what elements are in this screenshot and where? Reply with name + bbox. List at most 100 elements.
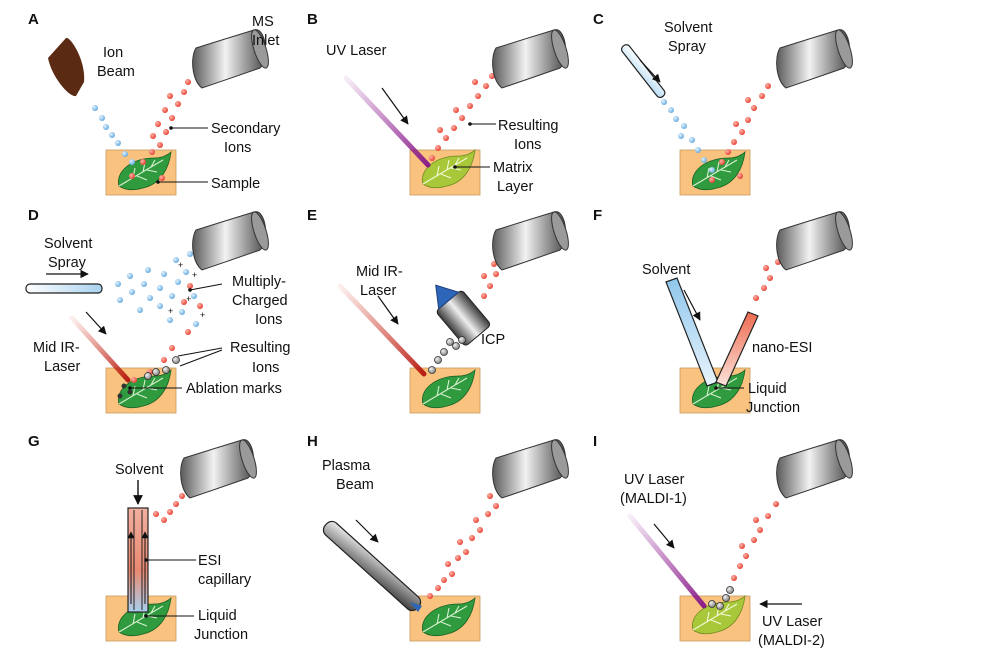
label-uv-laser: UV Laser (326, 43, 387, 59)
plasma-tip (410, 602, 422, 612)
uv-laser-maldi-1 (627, 513, 707, 609)
svg-text:+: + (168, 306, 173, 316)
label-ions: Ions (514, 137, 541, 153)
panel-E-la-icp: E Mid IR- Laser ICP (307, 207, 573, 414)
red-ion-cloud (131, 259, 207, 383)
blue-droplet-cloud (115, 251, 199, 327)
red-ion-stream (429, 73, 495, 161)
uv-laser-beam (343, 75, 431, 168)
red-ion-stream (129, 79, 191, 181)
label-laser: Laser (360, 283, 396, 299)
panel-letter-B: B (307, 11, 318, 28)
panel-letter-A: A (28, 11, 39, 28)
label-liquid: Liquid (748, 381, 787, 397)
blue-ion-stream (661, 99, 715, 173)
ablation-marks (117, 383, 133, 399)
panel-letter-D: D (28, 207, 39, 224)
label-spray: Spray (668, 39, 707, 55)
label-capillary: capillary (198, 572, 252, 588)
panel-A-secondary-ion-ms: A Ion Beam MS Inlet Secondary Ions (28, 11, 281, 196)
plasma-beam-tube (322, 520, 422, 612)
label-spray: Spray (48, 255, 87, 271)
label-solvent: Solvent (115, 462, 163, 478)
label-beam: Beam (336, 477, 374, 493)
ir-laser-beam (337, 283, 427, 377)
laser-direction-arrow (85, 311, 107, 335)
label-matrix: Matrix (493, 160, 533, 176)
label-ion: Ion (103, 45, 123, 61)
panel-B-maldi: B UV Laser Resulting Ions Matrix Layer (307, 11, 573, 196)
ms-inlet-cone (492, 27, 573, 89)
label-ions-2: Ions (252, 360, 279, 376)
label-layer: Layer (497, 179, 533, 195)
panel-letter-E: E (307, 207, 317, 224)
solvent-spray-tube (620, 44, 666, 99)
label-uv-laser-2: UV Laser (762, 614, 823, 630)
svg-text:+: + (200, 310, 205, 320)
panel-letter-C: C (593, 11, 604, 28)
label-liquid: Liquid (198, 608, 237, 624)
label-inlet: Inlet (252, 33, 279, 49)
label-solvent: Solvent (664, 20, 712, 36)
laser-direction-arrow (653, 523, 675, 549)
gray-ion-cluster (144, 356, 180, 380)
red-ion-stream (753, 259, 781, 301)
gray-ion-stream (428, 336, 466, 374)
ms-inlet-cone (492, 209, 573, 271)
ms-inlet-cone (492, 437, 573, 499)
panel-F-nano-desi: F Solvent nano-ESI Liquid Junction (593, 207, 857, 416)
panel-letter-I: I (593, 433, 597, 450)
icp-torch (435, 284, 491, 346)
red-ion-stream (731, 501, 779, 581)
label-resulting: Resulting (498, 118, 558, 134)
blue-ion-stream (92, 105, 135, 165)
panel-H-plasma-desorption: H Plasma Beam (307, 433, 573, 642)
label-laser: Laser (44, 359, 80, 375)
label-icp: ICP (481, 332, 505, 348)
label-ms: MS (252, 14, 274, 30)
beam-direction-arrow (355, 519, 379, 543)
label-esi: ESI (198, 553, 221, 569)
red-ion-stream (709, 83, 771, 183)
spray-direction-arrow (639, 59, 661, 83)
gray-ion-cluster (708, 586, 734, 610)
label-maldi-2: (MALDI-2) (758, 633, 825, 649)
panel-letter-H: H (307, 433, 318, 450)
ir-laser-beam (69, 315, 131, 383)
label-ablation-marks: Ablation marks (186, 381, 282, 397)
panel-letter-F: F (593, 207, 602, 224)
label-maldi-1: (MALDI-1) (620, 491, 687, 507)
label-charged: Charged (232, 293, 288, 309)
panel-C-desi: C Solvent Spray (593, 11, 857, 196)
laser-direction-arrow (381, 87, 409, 125)
ms-inlet-cone (192, 209, 273, 271)
label-ions: Ions (224, 140, 251, 156)
label-ions: Ions (255, 312, 282, 328)
svg-text:+: + (186, 294, 191, 304)
label-beam: Beam (97, 64, 135, 80)
flow-direction-arrow (683, 289, 701, 321)
panel-G-liquid-microjunction: G Solvent ESI capillary Liquid Junction (28, 433, 261, 643)
label-solvent: Solvent (642, 262, 690, 278)
label-plasma: Plasma (322, 458, 371, 474)
panel-letter-G: G (28, 433, 40, 450)
label-junction: Junction (194, 627, 248, 643)
panel-D-laesi: D +++ +++ (25, 207, 290, 414)
label-secondary: Secondary (211, 121, 281, 137)
label-junction: Junction (746, 400, 800, 416)
ms-inlet-cone (776, 27, 857, 89)
label-nano-esi: nano-ESI (752, 340, 812, 356)
label-multiply: Multiply- (232, 274, 286, 290)
ion-beam-source (48, 37, 85, 97)
svg-text:+: + (192, 270, 197, 280)
label-mid-ir: Mid IR- (356, 264, 403, 280)
label-solvent: Solvent (44, 236, 92, 252)
label-resulting: Resulting (230, 340, 290, 356)
label-sample: Sample (211, 176, 260, 192)
red-ion-stream (427, 487, 505, 599)
svg-text:+: + (178, 260, 183, 270)
panel-I-maldi-2: I UV Laser (MALDI-1) UV Laser (MALDI-2) (593, 433, 857, 649)
laser-direction-arrow (377, 295, 399, 325)
nano-esi-capillary (715, 311, 759, 387)
